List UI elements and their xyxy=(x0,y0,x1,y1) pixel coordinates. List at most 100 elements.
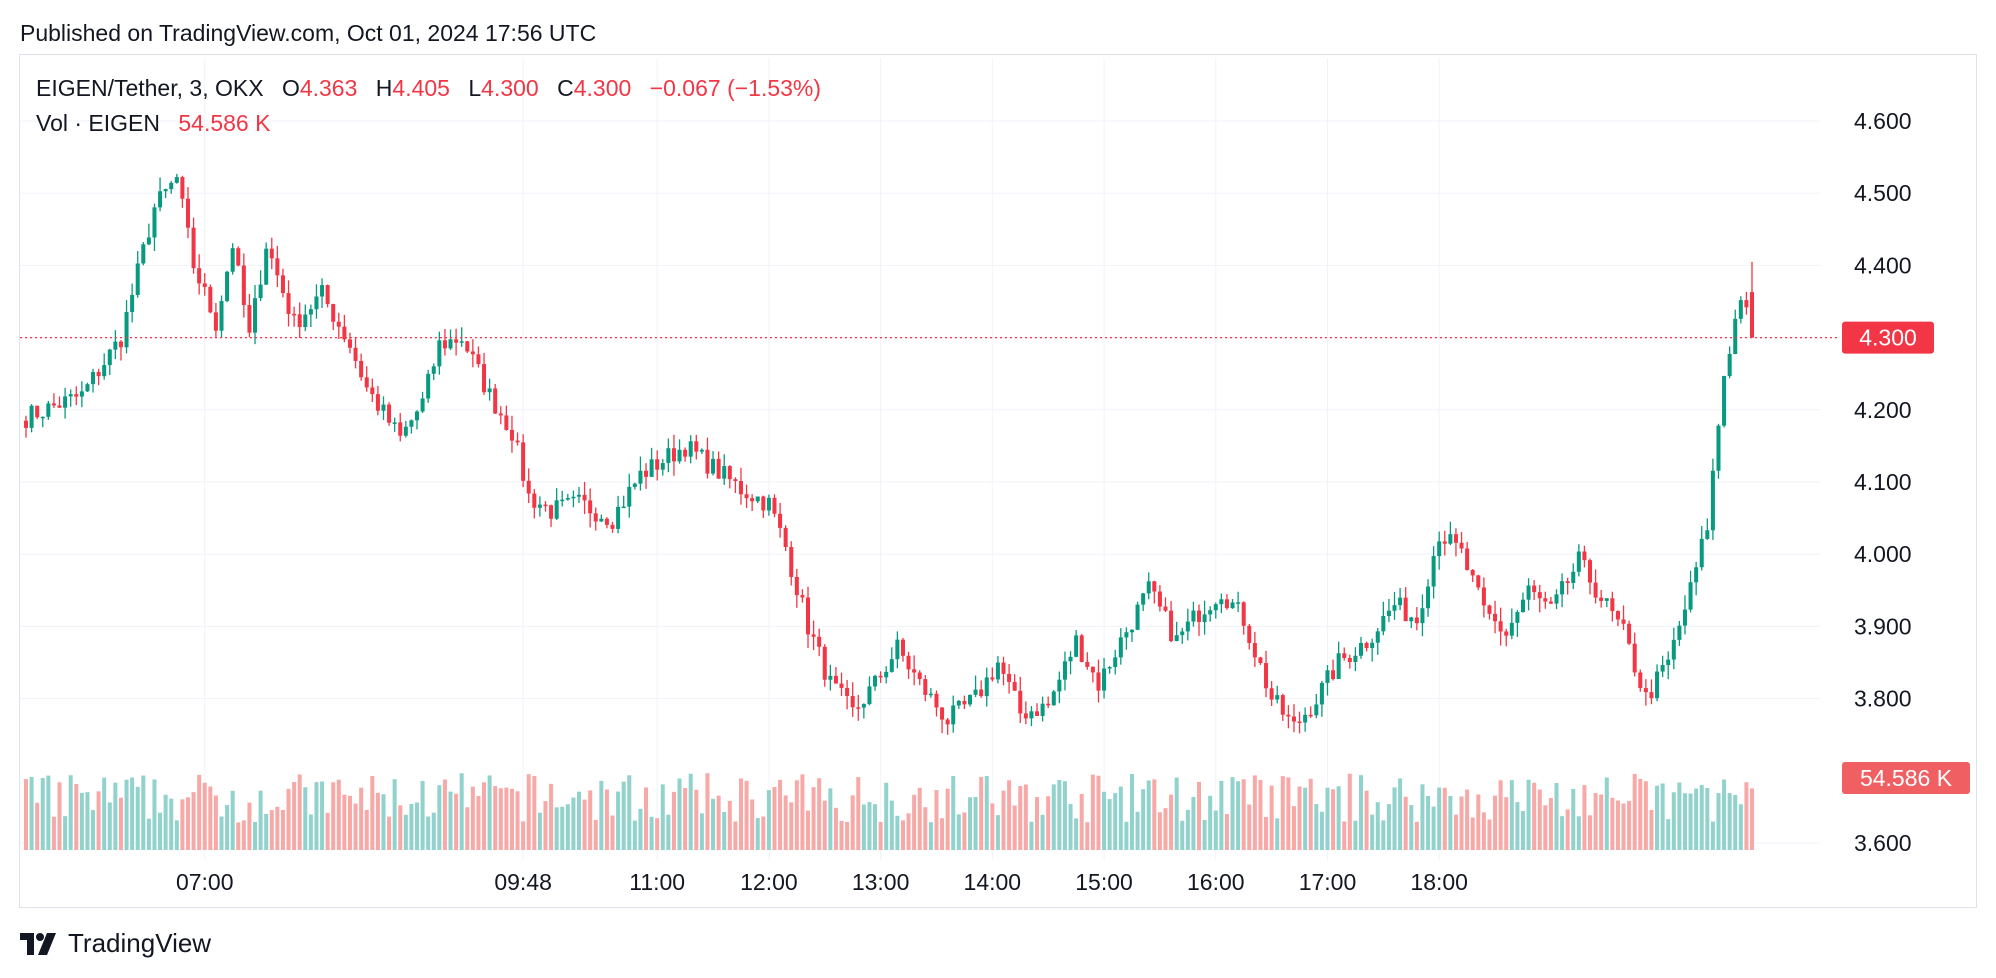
volume-bar xyxy=(269,810,274,850)
volume-bar xyxy=(1694,788,1699,850)
volume-bar xyxy=(241,820,246,850)
candle-body xyxy=(1174,635,1179,642)
candle-body xyxy=(906,655,911,670)
volume-bar xyxy=(1638,778,1643,850)
volume-bar xyxy=(1370,814,1375,850)
volume-bar xyxy=(967,797,973,850)
y-tick-label: 4.400 xyxy=(1854,252,1912,278)
candle-body xyxy=(470,351,475,355)
symbol-label[interactable]: EIGEN/Tether, 3, OKX xyxy=(36,75,264,101)
volume-label[interactable]: Vol · EIGEN xyxy=(36,110,160,136)
candle-body xyxy=(671,448,676,462)
candle-body xyxy=(1358,642,1364,656)
volume-bar xyxy=(303,787,308,850)
candle-body xyxy=(68,394,73,397)
volume-bar xyxy=(789,802,794,850)
volume-bar xyxy=(1308,778,1313,850)
volume-bar xyxy=(1588,815,1593,850)
volume-bar xyxy=(1576,816,1581,850)
candle-body xyxy=(113,341,118,350)
candle-body xyxy=(1308,714,1313,717)
candle-body xyxy=(627,486,632,507)
volume-legend: Vol · EIGEN 54.586 K xyxy=(36,110,270,137)
volume-bar xyxy=(426,816,431,850)
candle-body xyxy=(1716,425,1721,471)
candle-body xyxy=(811,634,816,637)
volume-bar xyxy=(671,791,676,850)
candle-body xyxy=(1247,625,1252,643)
volume-bar xyxy=(822,800,827,850)
volume-bar xyxy=(655,818,660,850)
candle-body xyxy=(459,341,464,343)
candle-body xyxy=(152,207,157,238)
candle-body xyxy=(688,441,693,457)
volume-bars xyxy=(23,773,1755,850)
candle-body xyxy=(213,312,218,331)
volume-bar xyxy=(1096,775,1101,850)
chart-frame xyxy=(19,54,1977,908)
tradingview-logo-icon xyxy=(20,932,56,955)
candle-body xyxy=(973,689,978,695)
volume-bar xyxy=(353,803,358,850)
last-volume-badge xyxy=(1842,762,1970,794)
volume-bar xyxy=(817,778,822,850)
volume-bar xyxy=(174,820,179,850)
candle-body xyxy=(1141,593,1146,605)
x-tick-label: 07:00 xyxy=(176,869,234,895)
volume-bar xyxy=(1526,779,1531,850)
volume-bar xyxy=(867,802,872,850)
volume-bar xyxy=(1710,821,1715,850)
candle-body xyxy=(241,265,246,306)
candle-body xyxy=(1548,601,1553,604)
candle-body xyxy=(1386,610,1391,617)
volume-bar xyxy=(1258,779,1263,850)
brand[interactable]: TradingView xyxy=(20,928,211,959)
candle-body xyxy=(57,405,62,408)
volume-bar xyxy=(850,795,855,850)
volume-bar xyxy=(1079,793,1084,850)
candle-body xyxy=(1504,631,1509,636)
volume-bar xyxy=(761,816,766,850)
candle-body xyxy=(884,671,889,678)
candle-body xyxy=(336,321,341,327)
candle-body xyxy=(225,271,230,302)
volume-bar xyxy=(1671,792,1676,850)
candle-body xyxy=(51,403,56,406)
candle-body xyxy=(1185,621,1190,632)
candle-body xyxy=(800,595,805,598)
candle-body xyxy=(1286,714,1291,717)
volume-bar xyxy=(1124,821,1129,850)
candle-body xyxy=(331,304,336,322)
volume-bar xyxy=(1744,782,1749,850)
candle-body xyxy=(761,496,766,511)
candle-body xyxy=(448,339,453,349)
volume-bar xyxy=(521,821,526,850)
volume-bar xyxy=(962,812,967,850)
volume-bar xyxy=(537,812,542,850)
candle-body xyxy=(135,263,140,295)
candle-body xyxy=(1375,631,1380,643)
volume-bar xyxy=(923,807,928,850)
candle-body xyxy=(962,700,967,705)
volume-bar xyxy=(805,810,811,850)
candle-body xyxy=(1180,631,1185,636)
volume-bar xyxy=(660,784,665,850)
candle-body xyxy=(1068,656,1073,662)
y-tick-label: 4.600 xyxy=(1854,108,1912,134)
volume-bar xyxy=(1129,773,1134,850)
candle-body xyxy=(1074,635,1079,657)
volume-bar xyxy=(1532,782,1537,850)
volume-bar xyxy=(141,775,146,850)
volume-bar xyxy=(873,804,878,850)
volume-bar xyxy=(1615,800,1620,850)
volume-bar xyxy=(202,782,207,850)
candle-body xyxy=(1733,318,1738,354)
candle-body xyxy=(1694,567,1699,583)
candle-body xyxy=(727,466,732,480)
volume-bar xyxy=(1565,809,1570,850)
volume-bar xyxy=(833,807,838,850)
candle-body xyxy=(1325,670,1330,683)
y-tick-label: 4.200 xyxy=(1854,397,1912,423)
candle-body xyxy=(778,513,783,528)
